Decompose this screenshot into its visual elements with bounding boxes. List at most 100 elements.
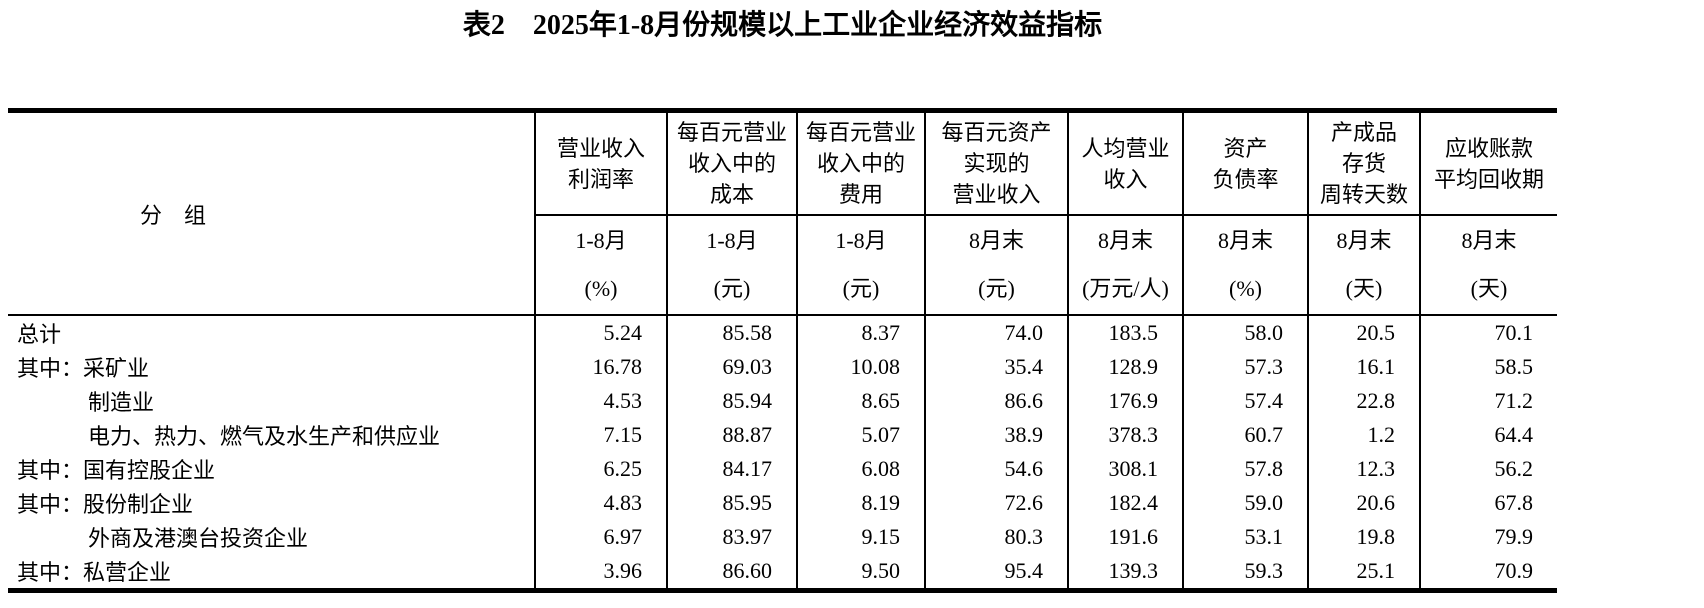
value-cell: 176.9 — [1067, 384, 1183, 418]
row-label-text: 外商及港澳台投资企业 — [88, 526, 309, 551]
table-row-foreign-invested: 外商及港澳台投资企业 6.97 83.97 9.15 80.3 191.6 53… — [8, 520, 1557, 554]
value-cell: 8.19 — [796, 486, 925, 520]
row-prefix: 其中： — [17, 458, 84, 483]
row-label-text: 电力、热力、燃气及水生产和供应业 — [88, 424, 441, 449]
period-label: 1-8月 — [575, 228, 627, 253]
period-unit-cell: 8月末 (万元/人) — [1067, 215, 1183, 316]
value-cell: 56.2 — [1419, 452, 1557, 486]
row-label: 外商及港澳台投资企业 — [8, 520, 535, 554]
value-cell: 74.0 — [924, 315, 1068, 350]
row-label-text: 采矿业 — [83, 356, 150, 381]
column-header-expense-per-100: 每百元营业 收入中的 费用 — [796, 110, 925, 216]
period-label: 8月末 — [1461, 228, 1517, 253]
value-cell: 6.25 — [534, 452, 667, 486]
value-cell: 128.9 — [1067, 350, 1183, 384]
row-prefix: 其中： — [17, 356, 84, 381]
value-cell: 378.3 — [1067, 418, 1183, 452]
value-cell: 53.1 — [1182, 520, 1308, 554]
value-cell: 64.4 — [1419, 418, 1557, 452]
period-unit-cell: 8月末 (天) — [1307, 215, 1420, 316]
value-cell: 183.5 — [1067, 315, 1183, 350]
value-cell: 67.8 — [1419, 486, 1557, 520]
column-header-revenue-per-capita: 人均营业 收入 — [1067, 110, 1183, 216]
value-cell: 4.53 — [534, 384, 667, 418]
column-header-asset-liability-ratio: 资产 负债率 — [1182, 110, 1308, 216]
row-label: 其中：采矿业 — [8, 350, 535, 384]
unit-label: (%) — [584, 276, 618, 301]
period-unit-cell: 8月末 (天) — [1419, 215, 1557, 316]
value-cell: 85.94 — [666, 384, 797, 418]
row-label: 总计 — [8, 315, 535, 350]
column-header-inventory-turnover-days: 产成品 存货 周转天数 — [1307, 110, 1420, 216]
row-label-text: 总计 — [17, 322, 62, 347]
row-label: 其中：股份制企业 — [8, 486, 535, 520]
column-header-profit-margin: 营业收入 利润率 — [534, 110, 667, 216]
value-cell: 54.6 — [924, 452, 1068, 486]
value-cell: 95.4 — [924, 554, 1068, 591]
value-cell: 9.15 — [796, 520, 925, 554]
economic-indicators-table: 分 组 营业收入 利润率 每百元营业 收入中的 成本 每百元营业 收入中的 费用… — [8, 108, 1557, 593]
row-label: 制造业 — [8, 384, 535, 418]
value-cell: 85.95 — [666, 486, 797, 520]
value-cell: 86.60 — [666, 554, 797, 591]
value-cell: 69.03 — [666, 350, 797, 384]
period-label: 1-8月 — [835, 228, 887, 253]
value-cell: 58.5 — [1419, 350, 1557, 384]
unit-label: (万元/人) — [1082, 276, 1169, 301]
table-row-mining: 其中：采矿业 16.78 69.03 10.08 35.4 128.9 57.3… — [8, 350, 1557, 384]
value-cell: 7.15 — [534, 418, 667, 452]
value-cell: 16.1 — [1307, 350, 1420, 384]
period-label: 8月末 — [1336, 228, 1392, 253]
period-unit-cell: 1-8月 (元) — [666, 215, 797, 316]
value-cell: 22.8 — [1307, 384, 1420, 418]
value-cell: 139.3 — [1067, 554, 1183, 591]
value-cell: 88.87 — [666, 418, 797, 452]
value-cell: 70.9 — [1419, 554, 1557, 591]
value-cell: 83.97 — [666, 520, 797, 554]
value-cell: 70.1 — [1419, 315, 1557, 350]
table-row-total: 总计 5.24 85.58 8.37 74.0 183.5 58.0 20.5 … — [8, 315, 1557, 350]
value-cell: 6.08 — [796, 452, 925, 486]
value-cell: 182.4 — [1067, 486, 1183, 520]
unit-label: (天) — [1470, 276, 1508, 301]
column-header-receivables-collection-period: 应收账款 平均回收期 — [1419, 110, 1557, 216]
row-label: 其中：私营企业 — [8, 554, 535, 591]
value-cell: 3.96 — [534, 554, 667, 591]
value-cell: 38.9 — [924, 418, 1068, 452]
value-cell: 5.24 — [534, 315, 667, 350]
value-cell: 8.37 — [796, 315, 925, 350]
value-cell: 4.83 — [534, 486, 667, 520]
value-cell: 191.6 — [1067, 520, 1183, 554]
value-cell: 71.2 — [1419, 384, 1557, 418]
period-label: 8月末 — [968, 228, 1024, 253]
table-header: 分 组 营业收入 利润率 每百元营业 收入中的 成本 每百元营业 收入中的 费用… — [8, 110, 1557, 316]
row-prefix: 其中： — [17, 492, 84, 517]
value-cell: 85.58 — [666, 315, 797, 350]
period-label: 8月末 — [1217, 228, 1273, 253]
value-cell: 35.4 — [924, 350, 1068, 384]
value-cell: 308.1 — [1067, 452, 1183, 486]
table-row-share-holding: 其中：股份制企业 4.83 85.95 8.19 72.6 182.4 59.0… — [8, 486, 1557, 520]
value-cell: 20.5 — [1307, 315, 1420, 350]
period-unit-cell: 8月末 (%) — [1182, 215, 1308, 316]
group-header-cell: 分 组 — [8, 110, 535, 316]
row-label-text: 制造业 — [88, 390, 155, 415]
value-cell: 6.97 — [534, 520, 667, 554]
period-unit-cell: 8月末 (元) — [924, 215, 1068, 316]
value-cell: 80.3 — [924, 520, 1068, 554]
table-row-private: 其中：私营企业 3.96 86.60 9.50 95.4 139.3 59.3 … — [8, 554, 1557, 591]
value-cell: 79.9 — [1419, 520, 1557, 554]
row-label-text: 私营企业 — [83, 560, 172, 585]
page-title: 表2 2025年1-8月份规模以上工业企业经济效益指标 — [462, 10, 1103, 41]
value-cell: 5.07 — [796, 418, 925, 452]
group-header-label: 分 组 — [140, 202, 207, 228]
value-cell: 57.4 — [1182, 384, 1308, 418]
value-cell: 59.0 — [1182, 486, 1308, 520]
row-label: 电力、热力、燃气及水生产和供应业 — [8, 418, 535, 452]
column-header-cost-per-100: 每百元营业 收入中的 成本 — [666, 110, 797, 216]
value-cell: 72.6 — [924, 486, 1068, 520]
value-cell: 25.1 — [1307, 554, 1420, 591]
table-body: 总计 5.24 85.58 8.37 74.0 183.5 58.0 20.5 … — [8, 315, 1557, 591]
value-cell: 57.3 — [1182, 350, 1308, 384]
table-row-state-holding: 其中：国有控股企业 6.25 84.17 6.08 54.6 308.1 57.… — [8, 452, 1557, 486]
